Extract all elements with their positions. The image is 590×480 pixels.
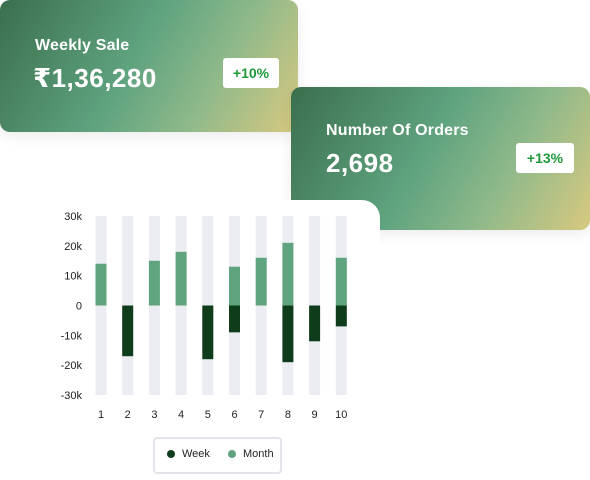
- orders-change-badge: +13%: [516, 143, 574, 173]
- x-tick-label: 5: [205, 409, 211, 421]
- x-tick-label: 1: [98, 409, 104, 421]
- bar-week: [229, 305, 240, 333]
- y-tick-label: 0: [76, 301, 82, 313]
- x-tick-label: 2: [125, 409, 131, 421]
- bar-month: [335, 257, 347, 306]
- bar-month: [175, 251, 187, 306]
- x-tick-label: 6: [231, 409, 237, 421]
- legend-item-month[interactable]: Month: [228, 448, 274, 460]
- bar-month: [282, 242, 294, 306]
- bar-month: [255, 257, 267, 306]
- bar-chart: 30k 20k 10k 0 -10k -20k -30k 1 2 3 4 5 6 7 8 9 10: [61, 211, 348, 421]
- weekly-sale-card: Weekly Sale ₹1,36,280 +10%: [0, 0, 298, 132]
- x-tick-label: 9: [312, 409, 318, 421]
- legend-month-marker: [228, 450, 236, 458]
- legend-month-label: Month: [243, 448, 274, 460]
- y-tick-label: 30k: [64, 211, 82, 223]
- bar-month: [95, 263, 107, 306]
- bar-month: [229, 266, 240, 306]
- bar-week: [309, 305, 321, 342]
- legend-week-label: Week: [182, 448, 210, 460]
- y-tick-label: 10k: [64, 271, 82, 283]
- legend-week-marker: [167, 450, 175, 458]
- bar-month: [148, 260, 160, 306]
- bar-week: [282, 305, 294, 363]
- x-tick-label: 10: [335, 409, 347, 421]
- weekly-sale-change-badge: +10%: [223, 58, 279, 88]
- orders-title: Number Of Orders: [326, 122, 469, 139]
- y-tick-label: -20k: [61, 360, 83, 372]
- y-tick-label: -10k: [61, 330, 83, 342]
- x-tick-label: 7: [258, 409, 264, 421]
- bar-week: [202, 305, 214, 360]
- x-tick-label: 8: [285, 409, 291, 421]
- bar-week: [335, 305, 347, 327]
- bar-week: [122, 305, 134, 357]
- y-tick-label: 20k: [64, 241, 82, 253]
- x-tick-label: 4: [178, 409, 184, 421]
- chart-legend: Week Month: [153, 437, 282, 474]
- y-tick-label: -30k: [61, 390, 83, 402]
- weekly-sale-title: Weekly Sale: [35, 37, 130, 54]
- legend-item-week[interactable]: Week: [167, 448, 210, 460]
- x-tick-label: 3: [151, 409, 157, 421]
- weekly-sale-value: ₹1,36,280: [33, 63, 157, 93]
- orders-value: 2,698: [326, 148, 394, 178]
